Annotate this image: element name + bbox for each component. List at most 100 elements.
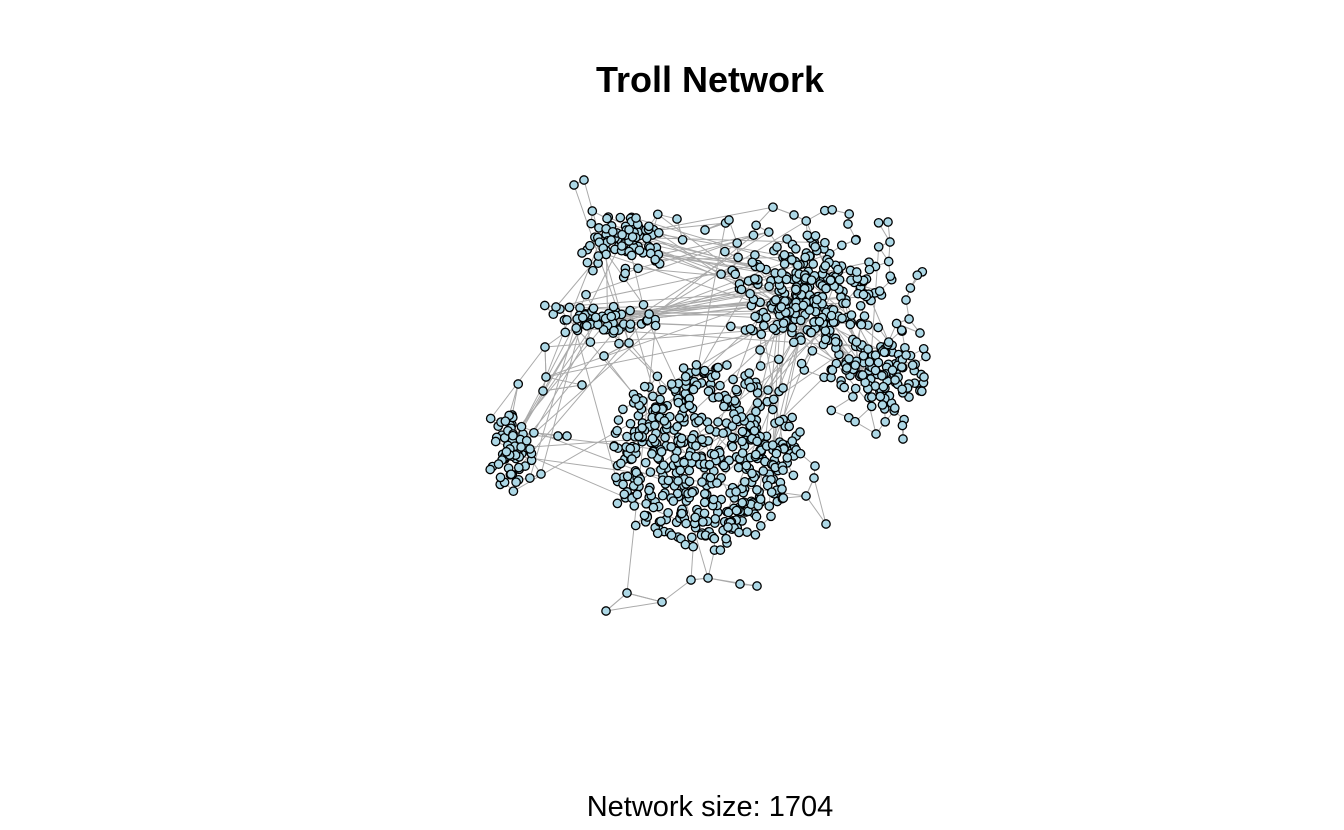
graph-node [625,418,636,429]
graph-node [587,206,598,216]
graph-node [748,230,759,241]
graph-node [870,365,881,376]
graph-node [551,302,561,312]
graph-node [873,322,884,333]
graph-node [722,360,732,370]
graph-node [735,579,745,589]
graph-edge [512,318,599,441]
graph-node [737,497,748,508]
network-size-caption: Network size: 1704 [586,791,834,823]
graph-node [761,312,772,323]
graph-node [755,521,766,531]
graph-node [585,337,596,347]
graph-node [650,420,660,431]
graph-edge [544,346,547,378]
graph-node [833,264,843,275]
graph-node [883,256,894,267]
graph-node [850,416,860,427]
graph-node [820,260,831,271]
graph-edge [605,601,663,612]
graph-node [691,441,701,451]
graph-node [810,230,821,241]
graph-node [843,219,853,229]
graph-node [681,518,691,529]
graph-node [630,394,641,404]
graph-node [841,363,852,373]
graph-edge [690,546,694,581]
graph-node [608,301,619,312]
graph-edge [545,327,783,378]
graph-node [814,316,825,327]
graph-node [850,383,861,394]
graph-node [684,465,695,476]
graph-node [826,310,837,321]
graph-node [809,473,819,483]
graph-node [795,315,806,326]
graph-node [723,507,734,518]
graph-edge [521,317,588,427]
graph-node [644,221,654,232]
graph-node [632,489,643,500]
graph-node [725,321,736,332]
graph-node [525,444,535,454]
graph-node [787,436,798,446]
graph-node [631,213,641,223]
graph-node [766,487,777,498]
graph-node [737,436,747,447]
graph-node [652,371,663,382]
graph-node [625,305,635,316]
graph-node [500,416,511,427]
graph-node [511,477,521,488]
graph-edge [650,252,777,276]
graph-node [877,370,887,381]
graph-node [644,485,654,496]
graph-node [781,274,792,285]
graph-node [647,449,657,459]
graph-node [618,404,628,415]
graph-node [718,428,728,439]
graph-node [688,384,699,395]
graph-node [626,250,637,261]
graph-node [577,248,587,258]
graph-node [778,493,789,503]
graph-node [727,432,738,443]
graph-node [790,284,801,295]
graph-node [897,384,908,395]
graph-node [495,472,506,483]
graph-node [800,252,811,263]
graph-node [737,448,748,458]
graph-node [652,528,663,539]
graph-node [720,246,730,257]
graph-node [663,475,674,486]
graph-node [751,511,762,522]
graph-node [601,606,611,616]
graph-node [763,227,774,237]
graph-edge [529,318,578,479]
graph-node [516,421,527,432]
graph-node [764,281,774,292]
nodes-layer [485,175,931,616]
graph-node [742,527,752,537]
graph-node [744,368,755,378]
graph-node [613,415,624,425]
graph-node [727,441,738,452]
graph-node [680,539,691,550]
graph-node [787,412,798,423]
graph-node [764,501,775,511]
graph-node [485,464,496,475]
graph-node [776,302,787,312]
graph-node [750,529,761,540]
graph-node [758,466,769,476]
graph-node [653,227,664,238]
graph-node [887,365,898,376]
graph-node [801,216,812,226]
graph-node [675,465,686,476]
graph-node [616,241,627,251]
graph-node [827,365,838,375]
graph-node [569,180,579,190]
graph-node [755,494,766,505]
graph-node [506,469,516,480]
graph-node [699,365,710,376]
graph-node [612,425,622,436]
